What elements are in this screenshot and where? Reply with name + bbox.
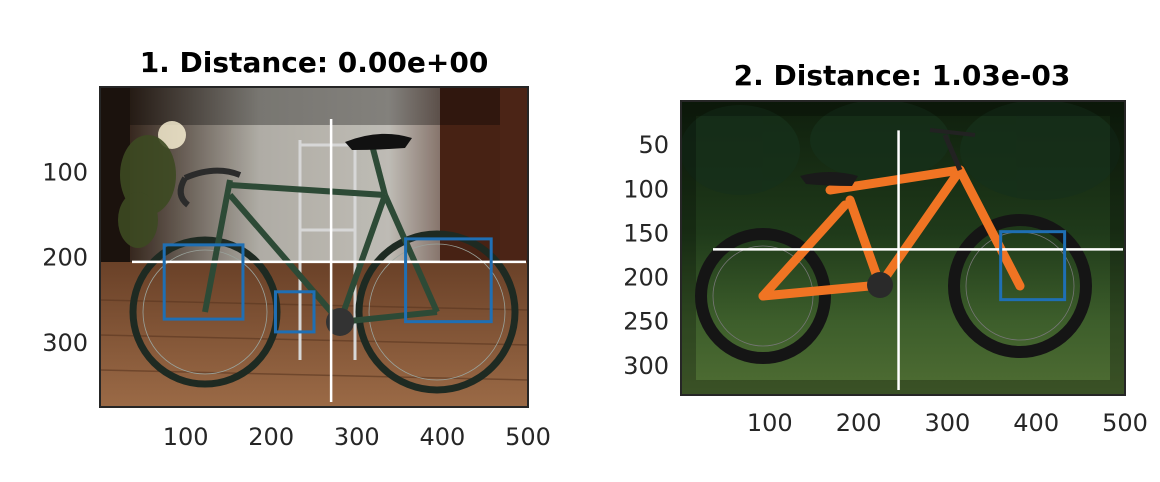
panel1-bicycle-photo	[100, 87, 528, 407]
panel2-box-1	[999, 230, 1067, 302]
panel1-box-3	[404, 237, 493, 324]
panel1-title: 1. Distance: 0.00e+00	[140, 46, 489, 79]
panel1-x-tick: 300	[334, 423, 380, 451]
panel1-x-tick: 500	[505, 423, 551, 451]
panel1-y-tick: 300	[42, 329, 88, 357]
panel1-x-tick: 200	[248, 423, 294, 451]
panel2-y-tick: 50	[638, 131, 669, 159]
panel2-x-tick: 200	[836, 409, 882, 437]
panel1-y-tick: 100	[42, 158, 88, 186]
panel2-frame	[680, 100, 1126, 396]
panel2-y-tick: 300	[623, 352, 669, 380]
panel1-y-tick: 200	[42, 244, 88, 272]
panel2-y-tick: 200	[623, 264, 669, 292]
panel2-y-tick: 100	[623, 175, 669, 203]
panel2-x-tick: 500	[1102, 409, 1148, 437]
panel1-box-1	[162, 243, 245, 321]
panel2-x-tick: 300	[924, 409, 970, 437]
panel2-x-tick: 400	[1013, 409, 1059, 437]
panel2-y-tick: 250	[623, 308, 669, 336]
panel2-y-tick: 150	[623, 219, 669, 247]
panel2-title: 2. Distance: 1.03e-03	[734, 59, 1071, 92]
panel1-frame	[99, 86, 529, 408]
panel1-x-tick: 400	[419, 423, 465, 451]
panel1-x-tick: 100	[163, 423, 209, 451]
panel2-bicycle-photo	[681, 101, 1125, 395]
panel2-x-tick: 100	[747, 409, 793, 437]
panel1-box-2	[273, 290, 316, 334]
